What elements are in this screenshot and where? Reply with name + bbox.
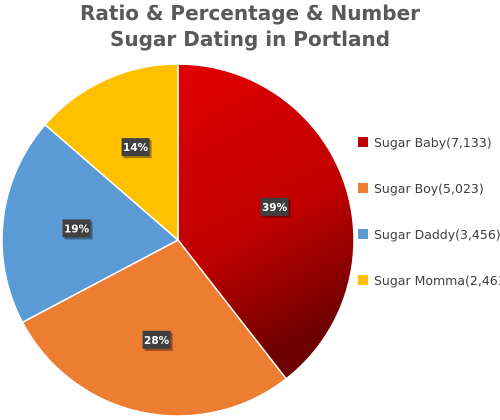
svg-text:39%: 39% bbox=[262, 202, 288, 214]
svg-text:28%: 28% bbox=[144, 335, 170, 347]
legend-swatch bbox=[358, 275, 368, 285]
data-label-sugar-boy: 28% bbox=[142, 330, 173, 351]
legend-item-sugar-baby: Sugar Baby(7,133) bbox=[358, 132, 498, 152]
chart-title-line-2: Sugar Dating in Portland bbox=[109, 27, 391, 51]
pie-slice-sugar-boy bbox=[21, 239, 288, 417]
svg-text:14%: 14% bbox=[123, 142, 149, 154]
legend-label: Sugar Momma(2,463) bbox=[374, 272, 500, 288]
svg-text:19%: 19% bbox=[64, 223, 90, 235]
legend: Sugar Baby(7,133) Sugar Boy(5,023) Sugar D… bbox=[358, 132, 500, 316]
data-label-sugar-daddy: 19% bbox=[62, 219, 93, 240]
legend-swatch bbox=[358, 183, 368, 193]
chart-title-line-1: Ratio & Percentage & Number bbox=[79, 1, 421, 25]
legend-label: Sugar Boy(5,023) bbox=[374, 180, 484, 196]
legend-swatch bbox=[358, 229, 368, 239]
data-label-sugar-baby: 39% bbox=[260, 197, 291, 218]
legend-item-sugar-daddy: Sugar Daddy(3,456) bbox=[358, 224, 500, 244]
legend-item-sugar-boy: Sugar Boy(5,023) bbox=[358, 178, 498, 198]
legend-item-sugar-momma: Sugar Momma(2,463) bbox=[358, 270, 500, 290]
data-label-sugar-momma: 14% bbox=[121, 138, 152, 159]
pie-slice-sugar-momma bbox=[44, 63, 179, 242]
pie-slice-sugar-baby bbox=[177, 63, 355, 380]
legend-swatch bbox=[358, 137, 368, 147]
legend-label: Sugar Daddy(3,456) bbox=[374, 226, 500, 242]
legend-label: Sugar Baby(7,133) bbox=[374, 134, 492, 150]
chart-title: Ratio & Percentage & Number Sugar Dating… bbox=[0, 0, 500, 52]
